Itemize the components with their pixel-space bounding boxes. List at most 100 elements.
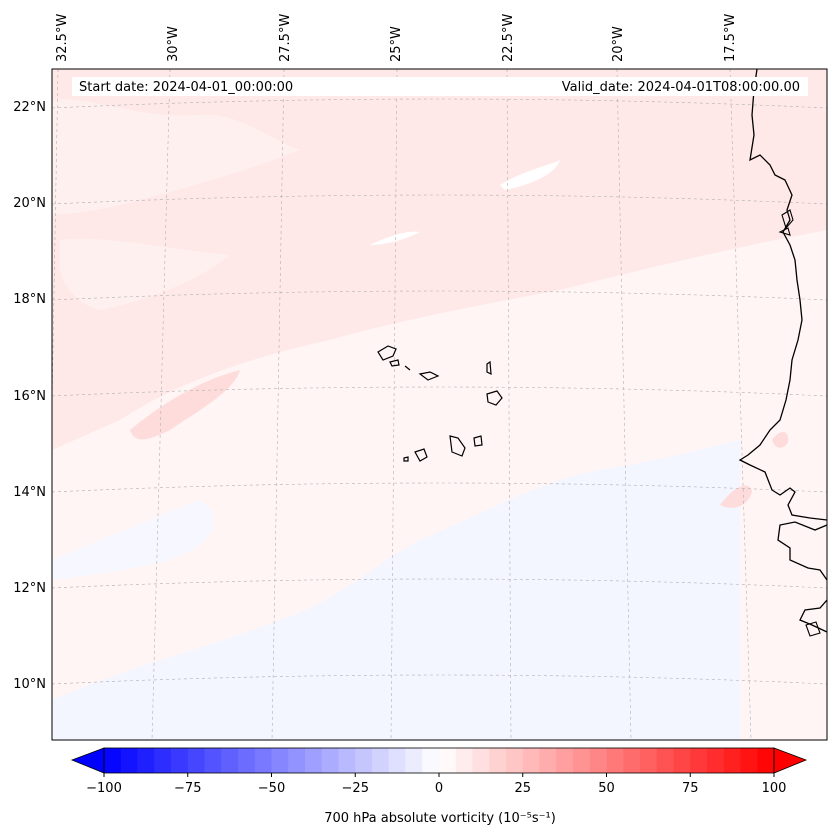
longitude-labels: 32.5°W 30°W 27.5°W 25°W 22.5°W 20°W 17.5… (55, 14, 738, 62)
colorbar-ticks: −100 −75 −50 −25 0 25 50 75 100 (86, 773, 786, 796)
island-sao-nicolau (418, 371, 440, 381)
lon-label: 25°W (389, 26, 404, 62)
colorbar-segment (740, 748, 758, 773)
parallel-10n (52, 674, 827, 685)
meridian-25w (390, 69, 398, 740)
colorbar-tick-label: −75 (174, 781, 201, 796)
colorbar-segment (305, 748, 323, 773)
island-santiago (449, 435, 466, 457)
colorbar: −100 −75 −50 −25 0 25 50 75 100 700 hPa absolute… (70, 747, 808, 826)
colorbar-tick-label: −100 (86, 781, 122, 796)
colorbar-segment (539, 748, 557, 773)
colorbar-segments (104, 748, 775, 773)
valid-date-box (306, 77, 808, 96)
lat-label: 10°N (13, 677, 46, 692)
colorbar-segment (656, 748, 675, 773)
colorbar-segment (120, 748, 139, 773)
lon-label: 30°W (166, 26, 181, 62)
colorbar-segment (690, 748, 708, 773)
island-sal (486, 360, 492, 376)
negative-vorticity-patch (52, 500, 215, 580)
colorbar-segment (472, 748, 490, 773)
colorbar-segment (673, 748, 691, 773)
meridian-22.5w (506, 69, 512, 740)
island-sao-vicente (389, 359, 400, 367)
valid-date-label: Valid_date: 2024-04-01T08:00:00.00 (562, 80, 800, 95)
vorticity-maximum-patch (772, 431, 789, 448)
near-zero-patch (500, 160, 560, 190)
colorbar-segment (137, 748, 155, 773)
lat-label: 20°N (13, 196, 46, 211)
cape-verde-islands (377, 345, 503, 462)
colorbar-segment (573, 748, 591, 773)
coastline-islet (778, 227, 791, 236)
map-panel: Start date: 2024-04-01_00:00:00 Valid_da… (52, 69, 827, 740)
colorbar-segment (238, 748, 256, 773)
coastline-islet (781, 209, 794, 230)
map-frame (51, 68, 828, 741)
lon-label: 22.5°W (501, 14, 516, 62)
meridian-17.5w (729, 69, 752, 740)
vorticity-field (52, 69, 827, 740)
negative-vorticity-region (52, 440, 740, 740)
parallel-16n (52, 386, 827, 397)
colorbar-segment (439, 748, 457, 773)
colorbar-tick-label: −25 (342, 781, 369, 796)
colorbar-segment (288, 748, 306, 773)
colorbar-segment (104, 748, 122, 773)
colorbar-segment (640, 748, 658, 773)
colorbar-segment (522, 748, 541, 773)
colorbar-extend-max (773, 747, 808, 774)
colorbar-segment (606, 748, 624, 773)
lat-label: 22°N (13, 100, 46, 115)
lat-label: 16°N (13, 389, 46, 404)
colorbar-tick-label: −50 (258, 781, 285, 796)
colorbar-segment (372, 748, 390, 773)
colorbar-segment (723, 748, 742, 773)
colorbar-extend-min (70, 747, 105, 774)
colorbar-tick-label: 100 (762, 781, 787, 796)
colorbar-segment (171, 748, 189, 773)
meridian-27.5w (271, 69, 285, 740)
graticule (52, 69, 827, 740)
colorbar-segment (154, 748, 172, 773)
meridian-30w (151, 69, 171, 740)
weak-vorticity-patch (52, 99, 300, 215)
parallel-20n (52, 194, 827, 205)
colorbar-segment (204, 748, 222, 773)
lat-label: 18°N (13, 292, 46, 307)
vorticity-maximum-patch (130, 370, 240, 440)
meridian-20w (616, 69, 632, 740)
near-zero-patch (370, 231, 420, 245)
colorbar-tick-label: 0 (435, 781, 443, 796)
lat-label: 12°N (13, 581, 46, 596)
island-brava (403, 456, 409, 462)
colorbar-title: 700 hPa absolute vorticity (10⁻⁵s⁻¹) (324, 811, 556, 826)
colorbar-segment (589, 748, 608, 773)
colorbar-tick-label: 75 (682, 781, 699, 796)
island-santa-luzia (404, 365, 411, 371)
lon-label: 20°W (611, 26, 626, 62)
africa-coastline (738, 69, 827, 633)
lon-label: 17.5°W (723, 14, 738, 62)
colorbar-segment (388, 748, 407, 773)
colorbar-segment (271, 748, 289, 773)
vorticity-maximum-patch (720, 485, 752, 508)
colorbar-segment (355, 748, 373, 773)
parallel-22n (52, 98, 827, 109)
island-maio (473, 435, 483, 447)
colorbar-segment (221, 748, 239, 773)
colorbar-segment (623, 748, 641, 773)
parallel-12n (52, 578, 827, 589)
colorbar-segment (506, 748, 524, 773)
colorbar-tick-label: 25 (514, 781, 531, 796)
colorbar-segment (187, 748, 206, 773)
bijagos-islands (805, 621, 821, 637)
colorbar-tick-label: 50 (598, 781, 615, 796)
parallel-18n (52, 290, 827, 301)
colorbar-segment (321, 748, 340, 773)
lon-label: 32.5°W (55, 14, 70, 62)
latitude-labels: 22°N 20°N 18°N 16°N 14°N 12°N 10°N (13, 100, 46, 692)
lat-label: 14°N (13, 485, 46, 500)
